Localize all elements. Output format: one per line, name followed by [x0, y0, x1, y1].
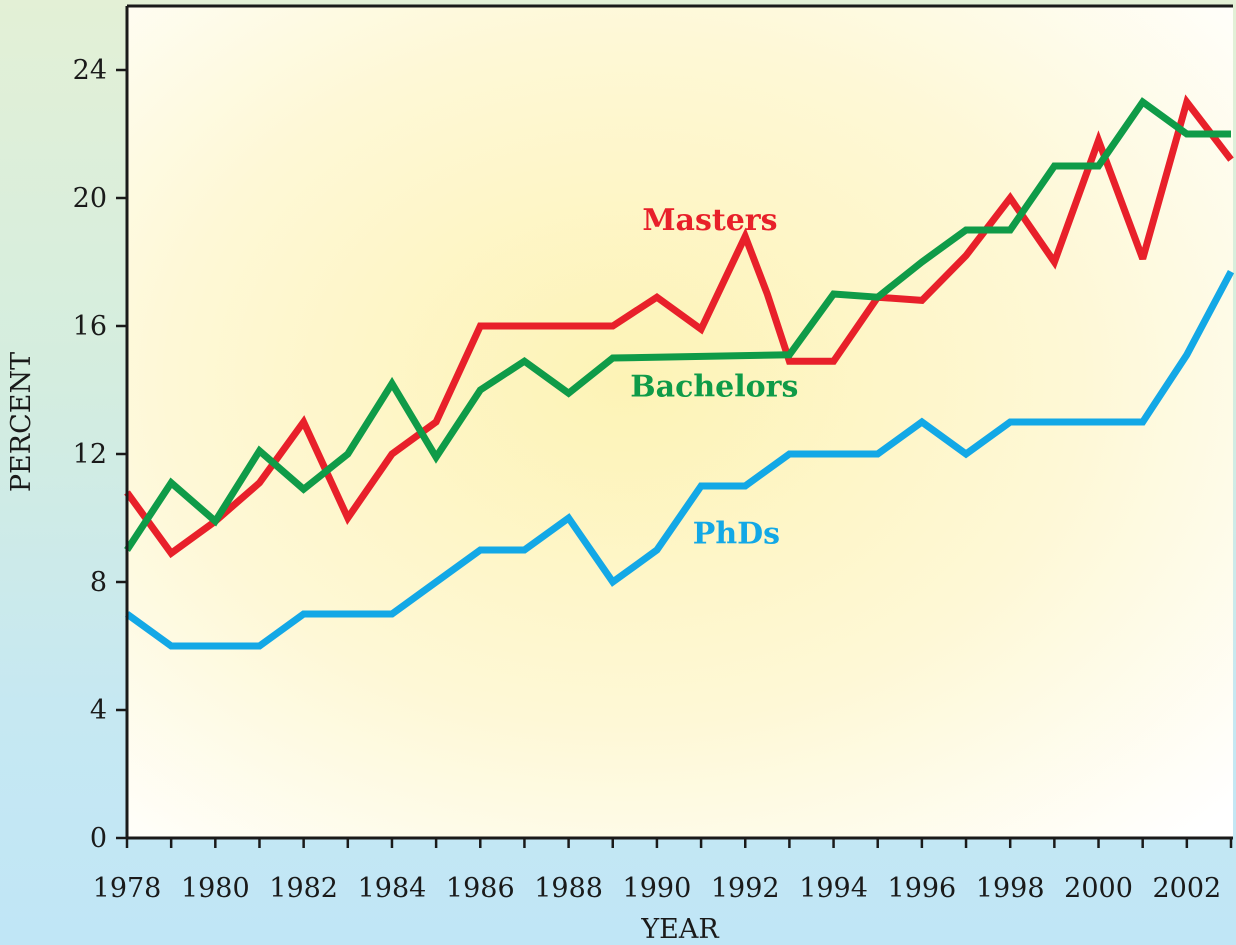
x-tick-label: 1982 [269, 873, 338, 904]
series-layer [124, 94, 1235, 650]
x-tick-label: 1980 [181, 873, 250, 904]
series-line-phds [124, 269, 1235, 650]
axis-layer: 1978 1980 1982 1984 1986 1988 1990 1992 1994 1996… [73, 4, 1233, 904]
series-line-masters [124, 94, 1234, 559]
x-axis-label: YEAR [640, 914, 719, 945]
annotation-layer: Masters Bachelors PhDs [630, 203, 798, 552]
series-line-bachelors [124, 97, 1231, 552]
y-tick-label: 8 [90, 567, 107, 598]
y-tick-label: 4 [90, 695, 107, 726]
series-label-phds: PhDs [693, 517, 780, 552]
series-label-masters: Masters [642, 203, 777, 238]
x-tick-label: 1978 [93, 873, 162, 904]
y-tick-label: 16 [73, 311, 107, 342]
x-tick-label: 2000 [1064, 873, 1133, 904]
y-tick-label: 24 [73, 55, 107, 86]
series-label-bachelors: Bachelors [630, 369, 798, 404]
x-tick-label: 1986 [446, 873, 515, 904]
y-axis-label: PERCENT [6, 352, 37, 492]
x-tick-label: 1992 [711, 873, 780, 904]
x-tick-label: 1990 [623, 873, 692, 904]
x-tick-label: 2002 [1152, 873, 1221, 904]
x-tick-label: 1988 [534, 873, 603, 904]
x-tick-label: 1984 [358, 873, 427, 904]
x-tick-label: 1994 [799, 873, 868, 904]
x-tick-label: 1998 [976, 873, 1045, 904]
x-tick-label: 1996 [888, 873, 957, 904]
y-tick-label: 12 [73, 439, 107, 470]
y-tick-label: 0 [90, 823, 107, 854]
y-tick-label: 20 [73, 183, 107, 214]
